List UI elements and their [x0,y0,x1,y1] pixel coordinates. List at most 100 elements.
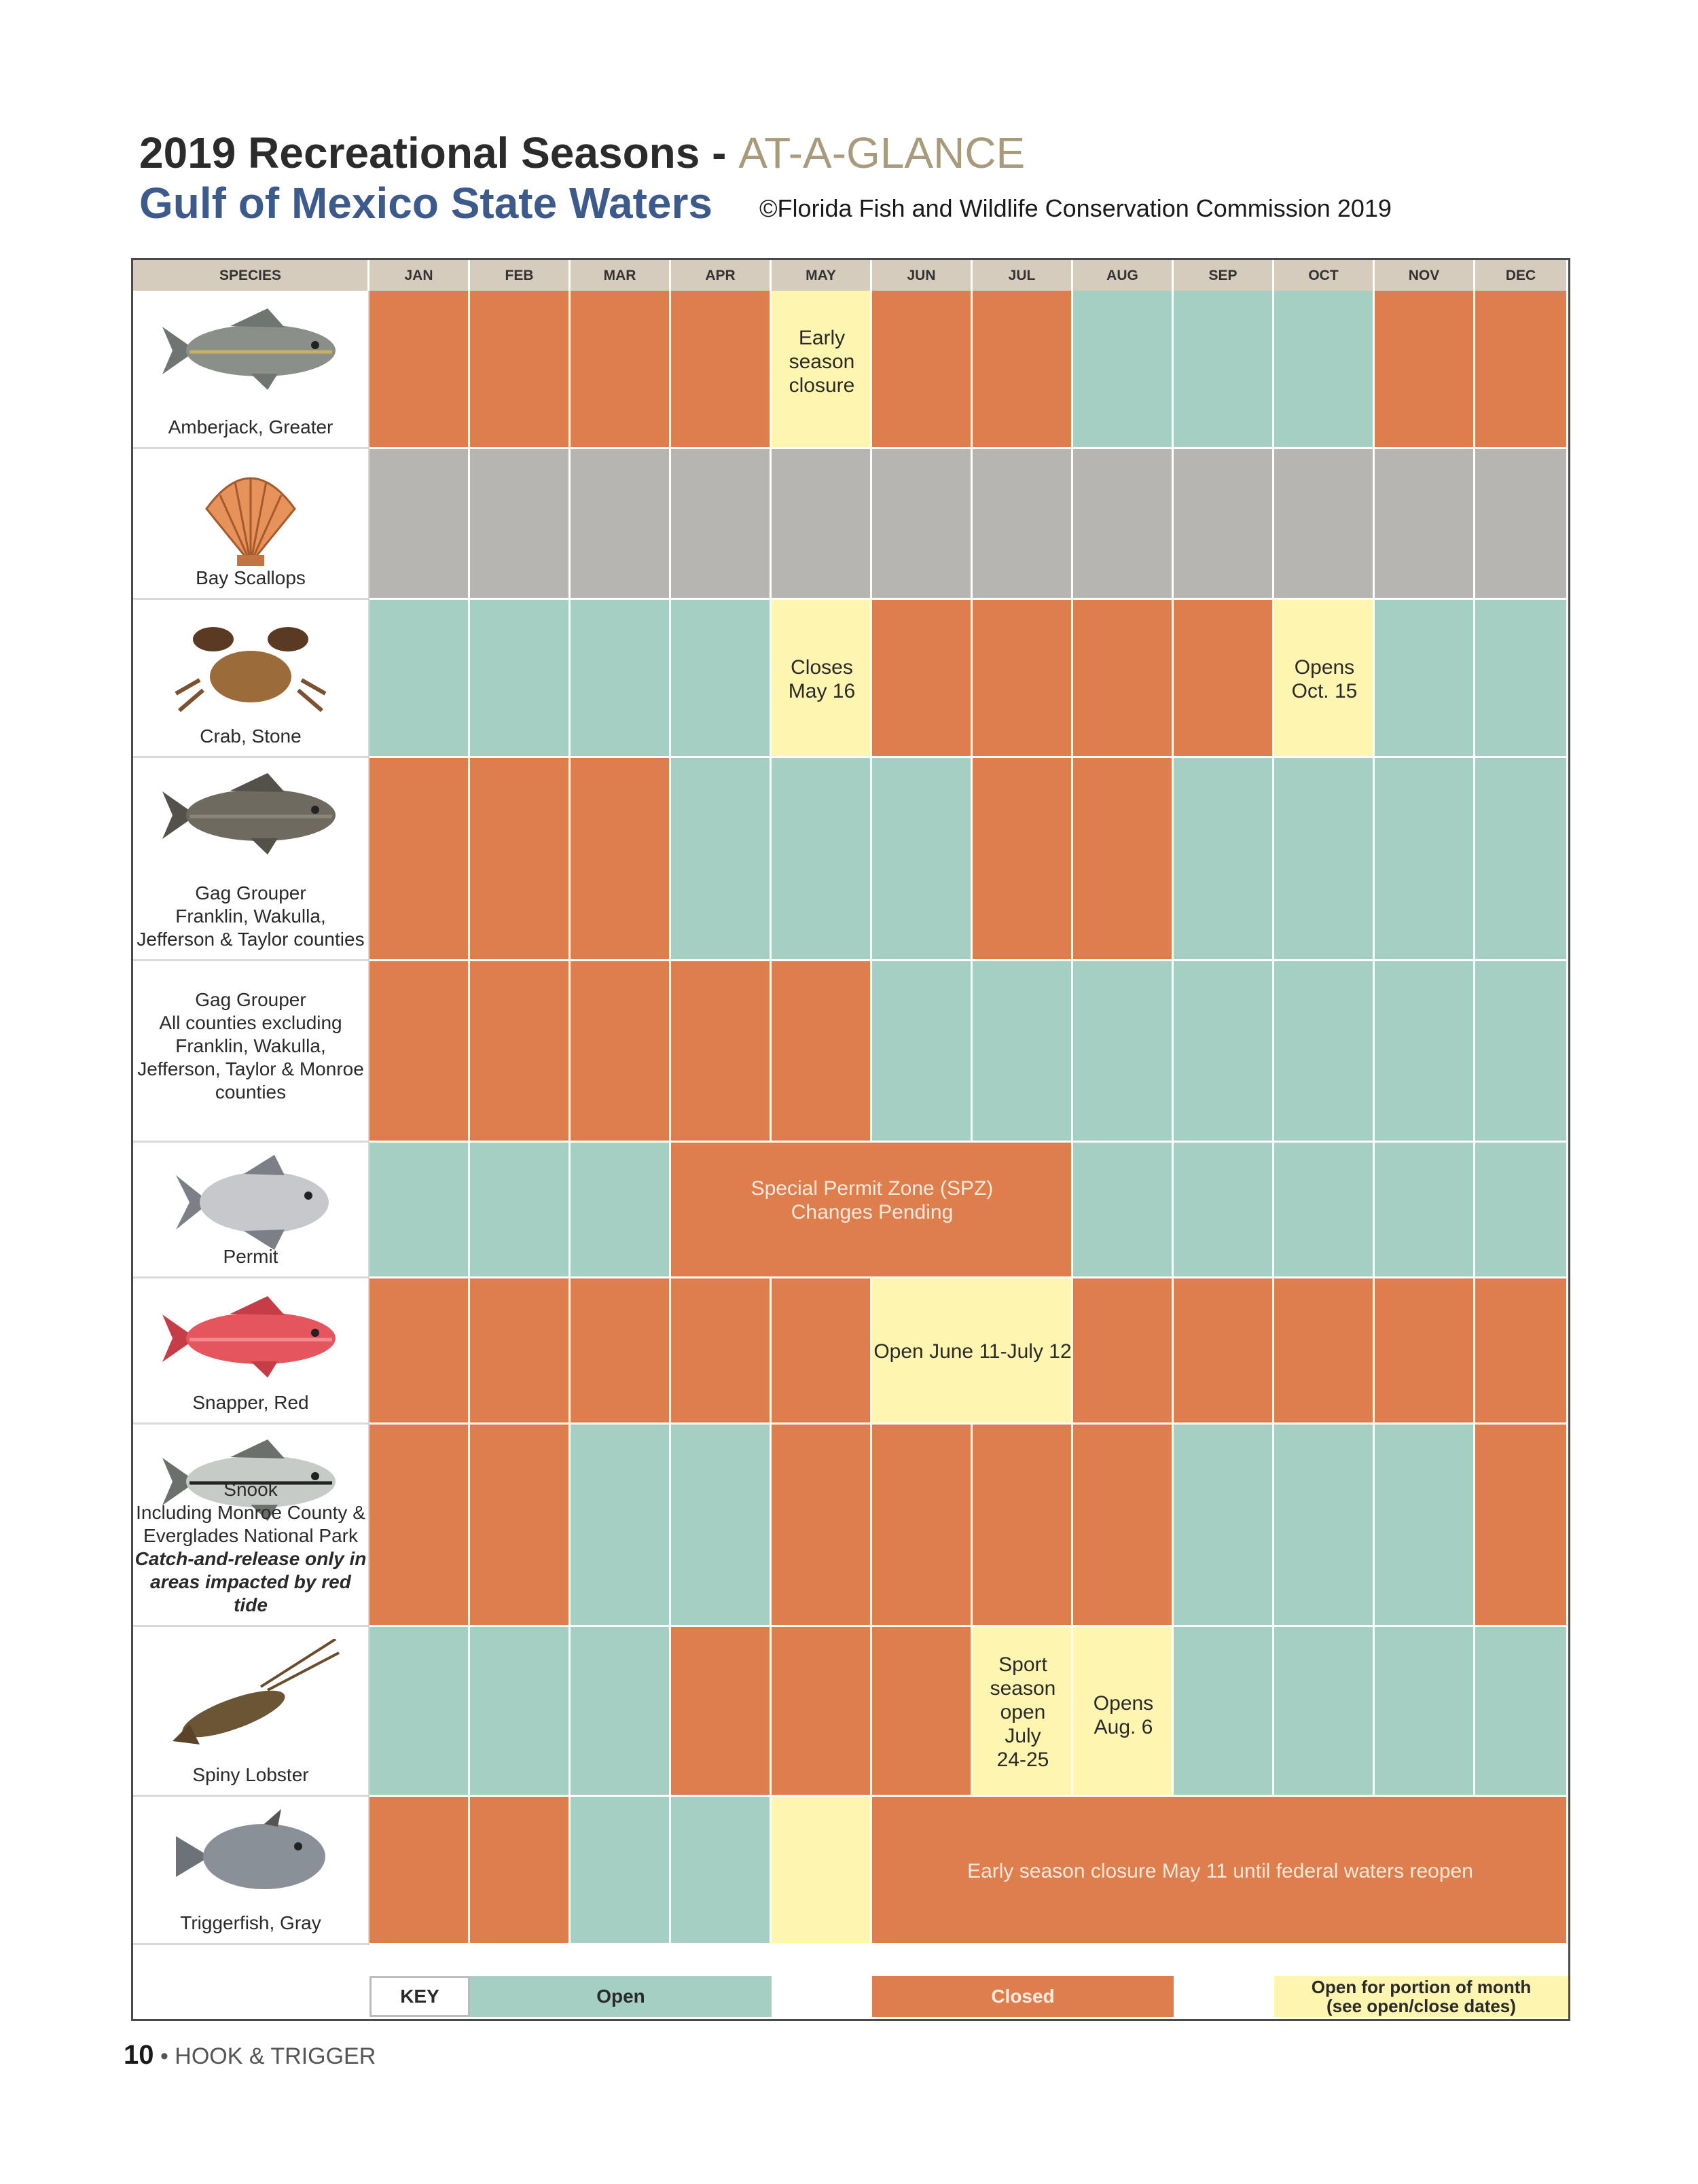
season-cell-jun [872,291,973,449]
season-note: Early season closure [789,327,855,397]
copyright-notice: ©Florida Fish and Wildlife Conservation … [759,194,1392,222]
season-cell-nov [1375,600,1475,758]
season-cell-oct [1274,758,1375,961]
season-cell-sep [1174,1627,1274,1797]
season-cell-oct [1274,449,1375,600]
species-label-line: Bay Scallops [196,567,306,588]
month-header-apr: APR [671,260,772,291]
species-label-line: Catch-and-release only in [134,1548,367,1569]
key-title: KEY [369,1976,470,2017]
season-cell-sep [1174,1143,1274,1278]
species-label: Snook Including Monroe County & Everglades… [133,1478,368,1617]
season-cell-dec [1475,1627,1568,1797]
species-label-line: Gag Grouper [195,882,306,903]
month-header-jun: JUN [872,260,973,291]
season-cell-jun [872,1425,973,1627]
season-cell-aug [1073,758,1174,961]
species-label: Gag Grouper Franklin, Wakulla, Jefferson &… [133,882,368,951]
spz-merged-block [671,1143,1073,1278]
species-label: Bay Scallops [133,567,368,590]
season-cell-nov [1375,1627,1475,1797]
season-note: Closes May 16 [788,656,856,702]
season-cell-nov [1375,1278,1475,1425]
season-cell-jul [973,600,1073,758]
snook-icon [149,1434,353,1533]
month-header-sep: SEP [1174,260,1274,291]
season-cell-oct [1274,1143,1375,1278]
season-cell-dec [1475,600,1568,758]
season-cell-feb [470,291,571,449]
season-cell-feb [470,1143,571,1278]
season-cell-oct [1274,291,1375,449]
species-cell: Bay Scallops [133,449,369,600]
species-label-line: Crab, Stone [200,726,302,747]
season-cell-mar [571,758,671,961]
season-cell-mar [571,1627,671,1797]
season-cell-sep [1174,758,1274,961]
season-cell-mar [571,600,671,758]
season-cell-jul [973,758,1073,961]
footer-bullet: • [153,2043,175,2069]
season-cell-may [772,449,872,600]
species-label-line: Including Monroe County & [136,1502,365,1523]
season-cell-jul [973,1627,1073,1797]
publication-name: HOOK & TRIGGER [175,2043,376,2069]
scallop-icon [193,461,308,573]
season-cell-may [772,758,872,961]
season-cell-may [772,1425,872,1627]
season-cell-feb [470,449,571,600]
species-label: Gag Grouper All counties excluding Frankli… [133,988,368,1104]
species-label: Spiny Lobster [133,1764,368,1787]
season-cell-jul [973,291,1073,449]
species-label-line: areas impacted by red tide [150,1571,351,1615]
species-label-line: Gag Grouper [195,989,306,1010]
page-footer: 10 • HOOK & TRIGGER [124,2040,376,2071]
season-cell-jan [369,758,470,961]
season-note: Sport season open July 24-25 [990,1653,1056,1771]
species-label-line: counties [215,1081,287,1103]
season-cell-nov [1375,961,1475,1143]
season-cell-mar [571,1278,671,1425]
season-cell-nov [1375,1425,1475,1627]
species-cell: Crab, Stone [133,600,369,758]
season-cell-sep [1174,600,1274,758]
species-label: Snapper, Red [133,1391,368,1414]
season-cell-oct [1274,1425,1375,1627]
season-cell-feb [470,1627,571,1797]
species-cell: Gag Grouper All counties excluding Frankli… [133,961,369,1143]
species-label-line: Franklin, Wakulla, [175,1035,326,1056]
month-header-feb: FEB [470,260,571,291]
month-header-may: MAY [772,260,872,291]
season-cell-feb [470,961,571,1143]
season-cell-feb [470,1797,571,1945]
season-cell-sep [1174,449,1274,600]
species-label-line: Franklin, Wakulla, [175,906,326,927]
species-cell: Gag Grouper Franklin, Wakulla, Jefferson &… [133,758,369,961]
season-cell-apr [671,449,772,600]
season-cell-jun [872,1627,973,1797]
season-cell-apr [671,1797,772,1945]
season-note: Opens Oct. 15 [1291,656,1358,702]
season-cell-nov [1375,758,1475,961]
species-label-line: Jefferson & Taylor counties [137,929,365,950]
season-cell-may [772,961,872,1143]
month-header-nov: NOV [1375,260,1475,291]
season-cell-mar [571,449,671,600]
species-label-line: Jefferson, Taylor & Monroe [137,1058,364,1079]
season-cell-mar [571,1797,671,1945]
page-number: 10 [124,2040,154,2070]
species-label-line: Spiny Lobster [192,1764,309,1785]
season-cell-jan [369,961,470,1143]
page-subtitle: Gulf of Mexico State Waters [139,179,712,228]
season-note: Early season closure May 11 until federa… [967,1859,1473,1882]
season-cell-may [772,600,872,758]
season-cell-dec [1475,291,1568,449]
season-cell-sep [1174,291,1274,449]
species-cell: Amberjack, Greater [133,291,369,449]
season-note: Special Permit Zone (SPZ) Changes Pendin… [751,1177,994,1223]
species-cell: Snook Including Monroe County & Everglades… [133,1425,369,1627]
season-cell-sep [1174,1425,1274,1627]
season-cell-mar [571,1425,671,1627]
season-cell-jan [369,291,470,449]
snapper-merged-block [872,1278,1073,1425]
